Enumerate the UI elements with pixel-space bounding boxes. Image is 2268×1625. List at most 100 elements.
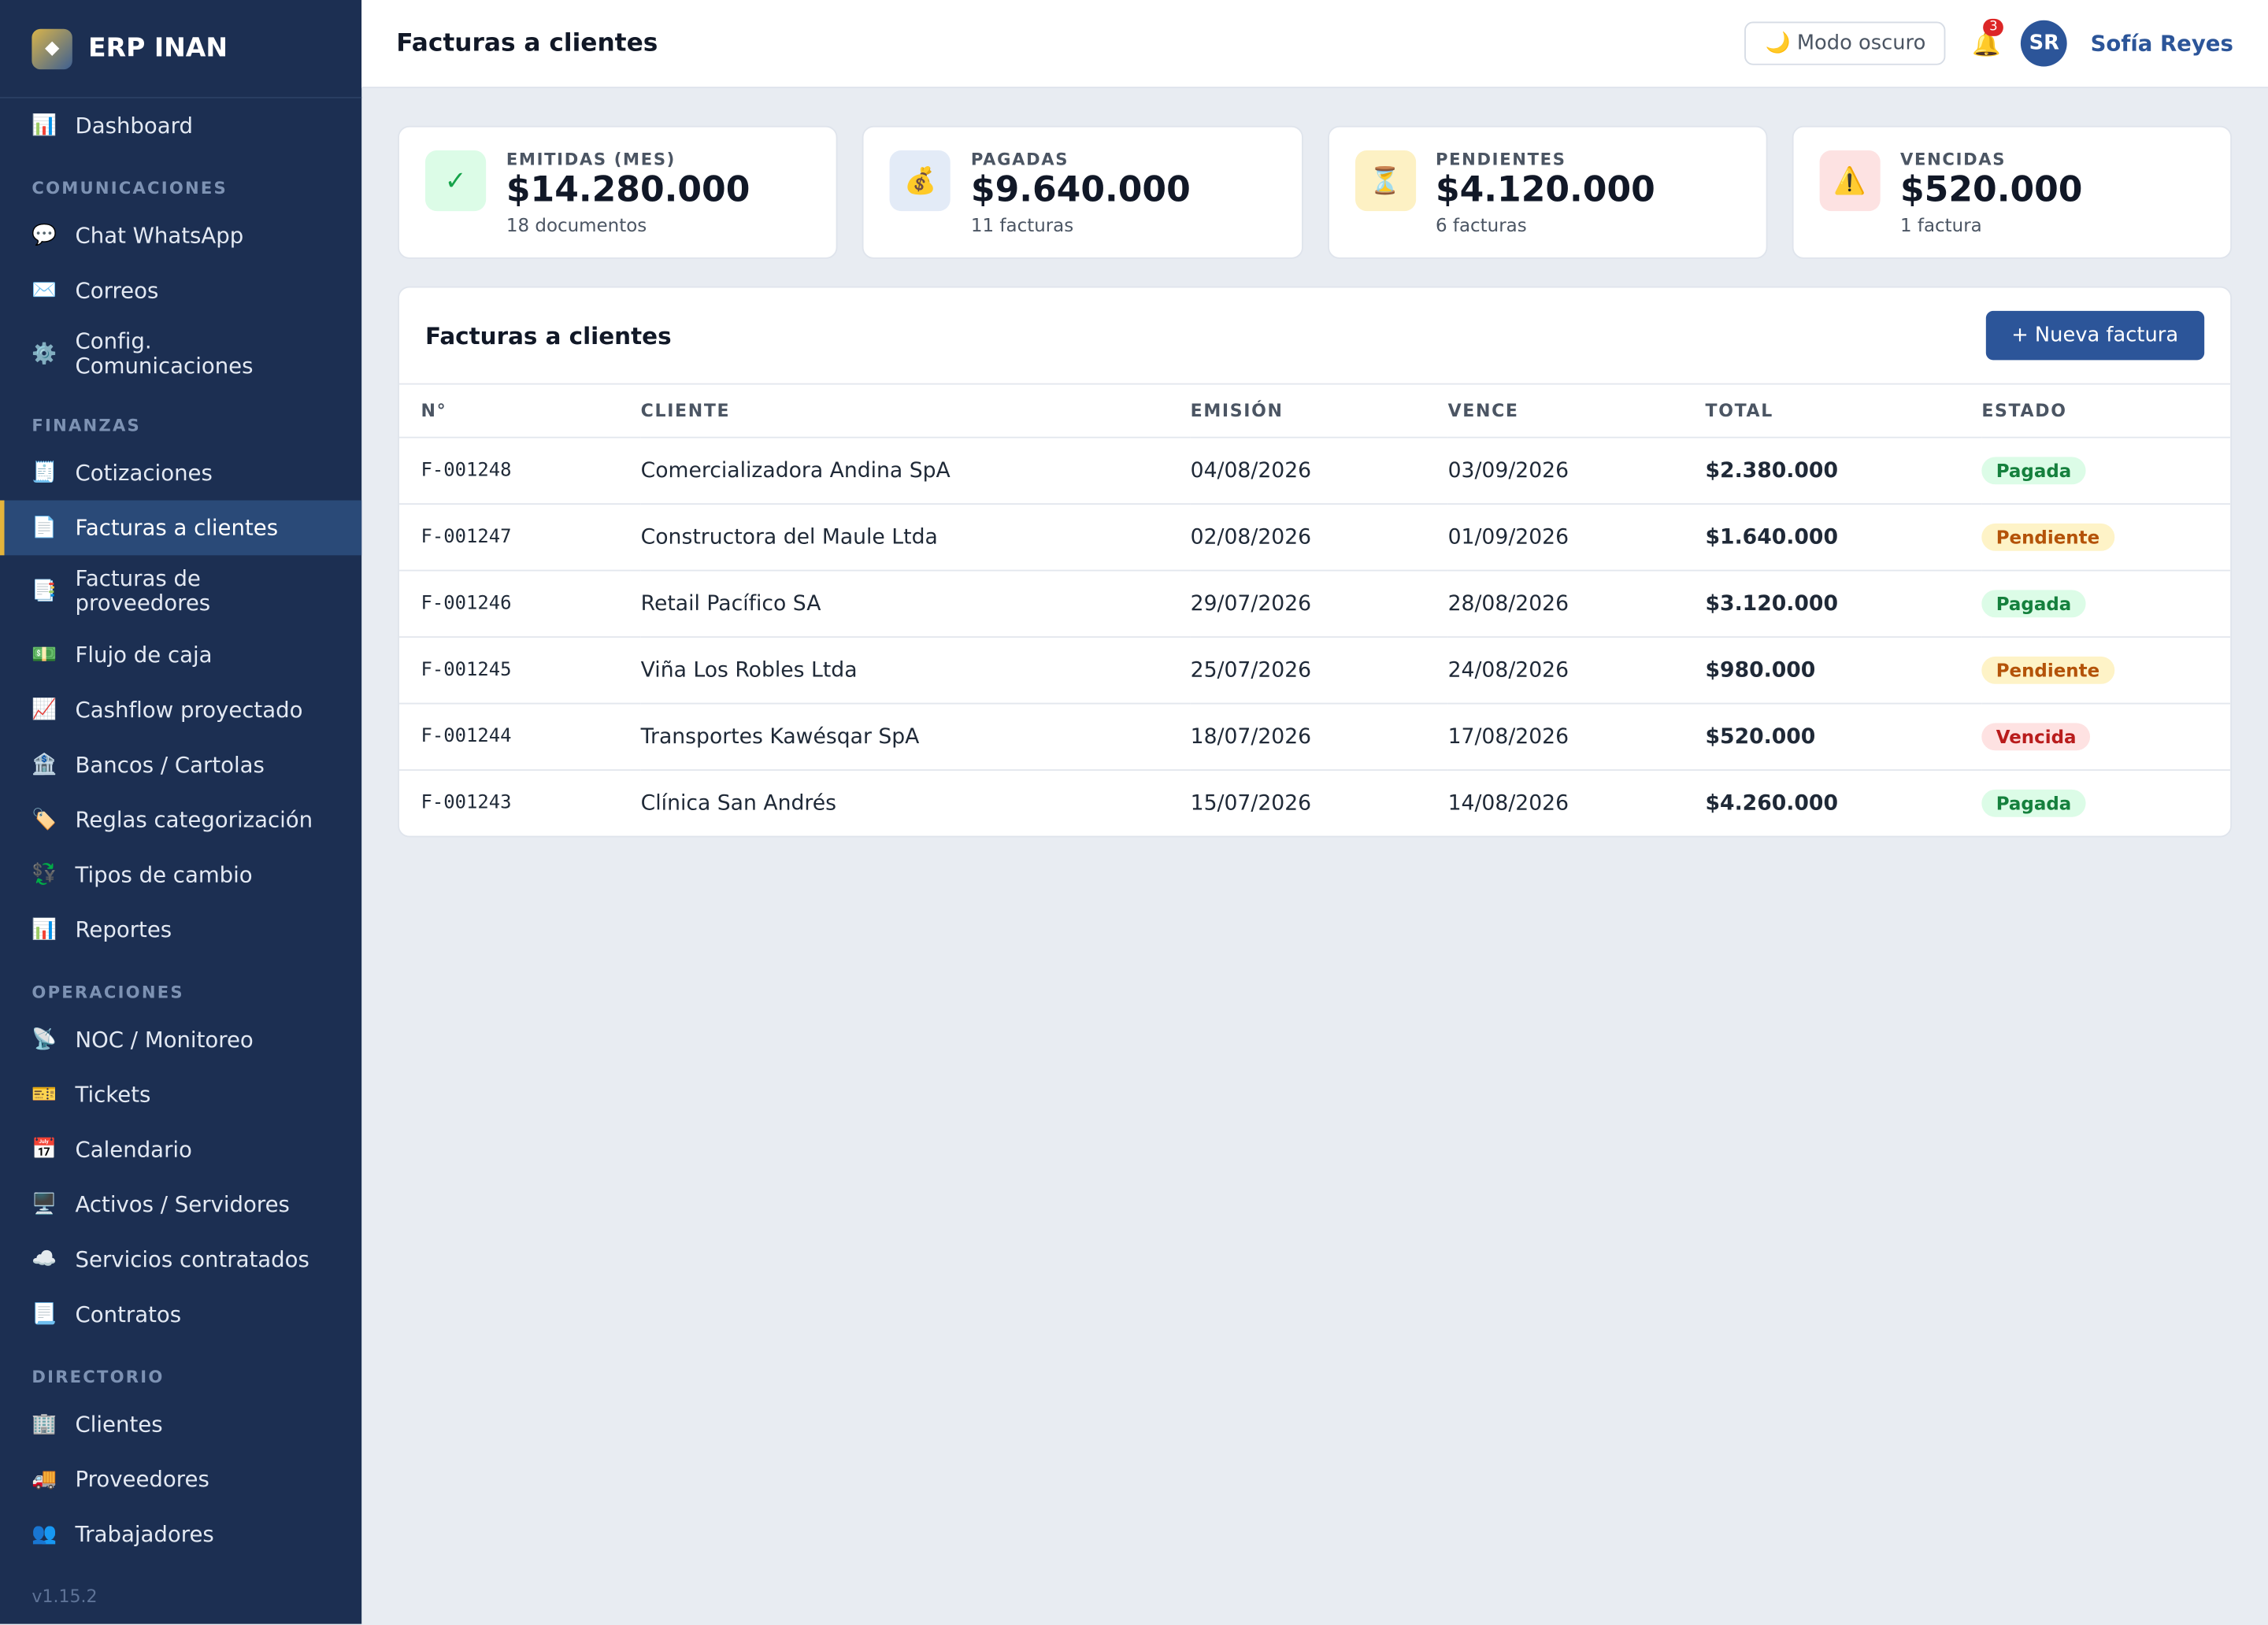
cell: F-001245 xyxy=(398,637,641,705)
nav-item[interactable]: 📃 Contratos xyxy=(0,1287,361,1342)
invoice-table-card: Facturas a clientes + Nueva factura N° CLIE… xyxy=(398,286,2233,838)
nav-label: NOC / Monitoreo xyxy=(75,1026,254,1053)
nav-item[interactable]: 📊 Dashboard xyxy=(0,98,361,154)
stat-value: $4.120.000 xyxy=(1435,168,1655,210)
cell: F-001248 xyxy=(398,437,641,505)
invoice-row[interactable]: F-001244 Transportes Kawésqar SpA 18/07/20… xyxy=(398,703,2231,771)
avatar[interactable]: SR xyxy=(2021,20,2068,67)
user-name[interactable]: Sofía Reyes xyxy=(2090,30,2233,57)
cell: Pagada xyxy=(1981,437,2231,505)
column-header: VENCE xyxy=(1447,384,1706,439)
table-head: N° CLIENTE EMISIÓN VENCE TOTAL ESTADO xyxy=(398,384,2231,439)
cell: Retail Pacífico SA xyxy=(640,570,1191,638)
nav-item[interactable]: 🎫 Tickets xyxy=(0,1068,361,1123)
invoice-row[interactable]: F-001248 Comercializadora Andina SpA 04/08… xyxy=(398,437,2231,505)
nav-label: Activos / Servidores xyxy=(75,1190,290,1217)
nav-item[interactable]: 📊 Reportes xyxy=(0,902,361,957)
nav-label: Tickets xyxy=(75,1080,151,1108)
nav-label: Facturas a clientes xyxy=(75,513,279,541)
nav-icon: 🎫 xyxy=(32,1083,57,1107)
nav-item[interactable]: 💱 Tipos de cambio xyxy=(0,847,361,902)
status-badge: Pagada xyxy=(1981,590,2086,618)
cell: 25/07/2026 xyxy=(1190,637,1448,705)
nav-icon: 📡 xyxy=(32,1027,57,1052)
logo: ◆ xyxy=(32,28,72,69)
stat-body: PAGADAS $9.640.000 11 facturas xyxy=(970,128,1191,235)
nav-icon: ✉️ xyxy=(32,279,57,302)
nav-section: COMUNICACIONES xyxy=(32,177,228,198)
invoice-row[interactable]: F-001245 Viña Los Robles Ltda 25/07/2026 24… xyxy=(398,637,2231,705)
cell: 15/07/2026 xyxy=(1190,791,1312,815)
nav-icon: ☁️ xyxy=(32,1248,57,1271)
nav-item[interactable]: 🏢 Clientes xyxy=(0,1397,361,1452)
icon: + xyxy=(2011,324,2029,347)
nav-item[interactable]: 🖥️ Activos / Servidores xyxy=(0,1177,361,1232)
invoice-row[interactable]: F-001243 Clínica San Andrés 15/07/2026 14/0… xyxy=(399,770,2230,836)
status-badge: Vencida xyxy=(1981,723,2091,751)
nav-icon: 👥 xyxy=(32,1523,57,1546)
notifications[interactable]: 🔔 3 xyxy=(1972,17,2004,57)
nav-icon: 📊 xyxy=(32,918,57,942)
sidebar: ◆ ERP INAN 📊 Dashboard COMUNICACIONES 💬 Chat W… xyxy=(0,0,362,1624)
nav-icon: 📃 xyxy=(32,1302,57,1327)
invoice-row[interactable]: F-001247 Constructora del Maule Ltda 02/08… xyxy=(398,504,2231,572)
topbar: Facturas a clientes 🌙 Modo oscuro 🔔 3 SR Sofí… xyxy=(361,0,2268,89)
table-header: Facturas a clientes + Nueva factura xyxy=(398,288,2231,385)
stat-sub: 6 facturas xyxy=(1435,213,1527,236)
nav-label: Contratos xyxy=(75,1301,182,1327)
nav-item[interactable]: 🚚 Proveedores xyxy=(0,1452,361,1507)
page-title: Facturas a clientes xyxy=(396,28,658,58)
nav-label: Reglas categorización xyxy=(75,805,313,833)
new-invoice-button[interactable]: + Nueva factura xyxy=(1985,310,2205,361)
cell: Vencida xyxy=(1981,703,2231,771)
nav-item[interactable]: 🧾 Cotizaciones xyxy=(0,446,361,501)
nav-item[interactable]: 👥 Trabajadores xyxy=(0,1507,361,1562)
cell: F-001244 xyxy=(398,703,641,771)
nav-item[interactable]: ☁️ Servicios contratados xyxy=(0,1232,361,1287)
cell: 18/07/2026 xyxy=(1190,703,1448,771)
nav-label: Clientes xyxy=(75,1410,163,1437)
label: Modo oscuro xyxy=(1796,31,1926,55)
nav-item[interactable]: 🏷️ Reglas categorización xyxy=(0,793,361,848)
nav-item[interactable]: 💬 Chat WhatsApp xyxy=(0,208,361,263)
nav-icon: 🏢 xyxy=(32,1412,57,1436)
nav-item[interactable]: 📈 Cashflow proyectado xyxy=(0,683,361,738)
nav-label: Trabajadores xyxy=(75,1520,214,1547)
icon: 🌙 xyxy=(1765,31,1791,55)
stat-value: $9.640.000 xyxy=(970,168,1191,210)
dark-mode-toggle[interactable]: 🌙 Modo oscuro xyxy=(1744,21,1947,65)
nav-icon: 📊 xyxy=(32,114,57,138)
nav-icon: 🖥️ xyxy=(32,1193,57,1216)
nav-item[interactable]: 💵 Flujo de caja xyxy=(0,627,361,683)
nav-label: Dashboard xyxy=(75,112,194,139)
nav-item[interactable]: 🏦 Bancos / Cartolas xyxy=(0,738,361,793)
cell: 28/08/2026 xyxy=(1447,570,1706,638)
cell: 14/08/2026 xyxy=(1447,791,1569,815)
nav-icon: 🧾 xyxy=(32,461,57,485)
stat-card: 💰 PAGADAS $9.640.000 11 facturas xyxy=(862,125,1303,259)
cell: F-001246 xyxy=(398,570,641,638)
nav-icon: 🏦 xyxy=(32,753,57,777)
nav-label: Facturas de proveedores xyxy=(75,565,211,616)
nav-item[interactable]: ✉️ Correos xyxy=(0,263,361,318)
brand: ◆ ERP INAN xyxy=(0,0,362,98)
cell: $520.000 xyxy=(1705,703,1982,771)
stat-body: PENDIENTES $4.120.000 6 facturas xyxy=(1435,128,1655,236)
nav-item[interactable]: 📡 NOC / Monitoreo xyxy=(0,1012,361,1068)
cell: Pendiente xyxy=(1981,504,2231,572)
stat-icon: ⚠️ xyxy=(1819,150,1881,212)
nav-item[interactable]: 📄 Facturas a clientes xyxy=(0,500,362,556)
stat-body: VENCIDAS $520.000 1 factura xyxy=(1900,128,2082,235)
nav-label: Chat WhatsApp xyxy=(75,221,244,248)
invoice-row[interactable]: F-001246 Retail Pacífico SA 29/07/2026 28/0… xyxy=(398,570,2231,638)
table-body: F-001248 Comercializadora Andina SpA 04/08… xyxy=(398,437,2231,836)
nav-item[interactable]: 📅 Calendario xyxy=(0,1122,361,1177)
cell: Comercializadora Andina SpA xyxy=(640,437,1191,505)
nav-item[interactable]: 📑 Facturas de proveedores xyxy=(0,555,361,627)
nav-item[interactable]: ⚙️ Config. Comunicaciones xyxy=(0,318,361,391)
header-row: N° CLIENTE EMISIÓN VENCE TOTAL ESTADO xyxy=(398,384,2231,439)
stat-label: PENDIENTES xyxy=(1435,149,1566,169)
nav-label: Tipos de cambio xyxy=(75,861,253,887)
